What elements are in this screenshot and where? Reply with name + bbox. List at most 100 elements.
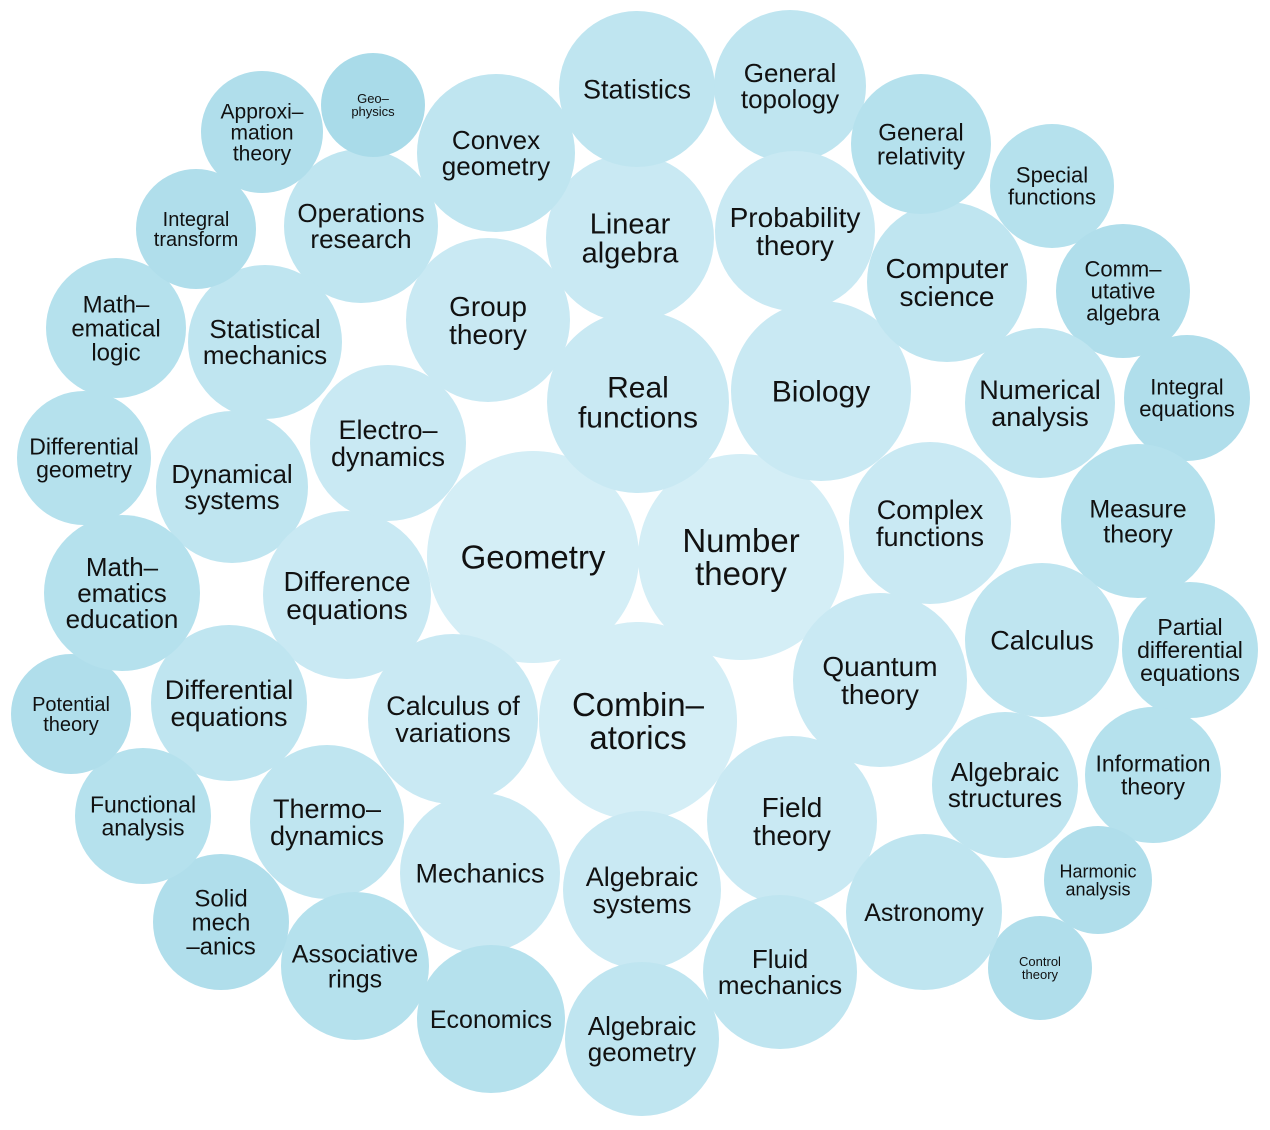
- bubble-label: Dynamical systems: [171, 459, 292, 515]
- bubble-label-line: utative: [1091, 279, 1156, 304]
- bubble-label: Economics: [430, 1006, 552, 1034]
- bubble-approxi-mation-theory: Approxi– mation theory: [201, 71, 323, 193]
- bubble-label-line: –anics: [186, 933, 255, 960]
- bubble-astronomy: Astronomy: [846, 834, 1002, 990]
- bubble-label-line: functions: [1008, 185, 1096, 210]
- bubble-circle: [731, 301, 911, 481]
- bubble-circle: [539, 622, 737, 820]
- bubble-label-line: relativity: [877, 143, 965, 170]
- bubble-label-line: theory: [233, 142, 292, 165]
- bubble-label: Approxi– mation theory: [221, 100, 304, 165]
- bubble-label-line: Integral: [163, 209, 230, 231]
- bubble-circle: [565, 962, 719, 1116]
- bubble-label: Control theory: [1019, 954, 1061, 982]
- bubble-label-line: Quantum: [822, 651, 937, 682]
- bubble-circle: [151, 625, 307, 781]
- bubble-circle: [136, 169, 256, 289]
- bubble-label-line: Associative: [292, 940, 418, 968]
- bubble-label-line: ematical: [71, 315, 160, 342]
- bubble-label-line: Functional: [90, 792, 196, 818]
- bubble-label-line: dynamics: [270, 821, 384, 851]
- bubble-label-line: rings: [328, 965, 382, 993]
- bubble-label-line: ematics: [77, 578, 167, 608]
- bubble-geo-physics: Geo– physics: [321, 53, 425, 157]
- bubble-math-ematical-logic: Math– ematical logic: [46, 258, 186, 398]
- bubble-number-theory: Number theory: [638, 454, 844, 660]
- bubble-label-line: Field: [762, 792, 823, 823]
- bubble-label-line: mechanics: [203, 340, 327, 370]
- bubble-circle: [17, 391, 151, 525]
- bubble-label: Statistics: [583, 74, 691, 104]
- bubble-label: Quantum theory: [822, 651, 937, 710]
- bubble-algebraic-structures: Algebraic structures: [932, 712, 1078, 858]
- bubble-label: Associative rings: [292, 940, 418, 993]
- bubble-label-line: Geometry: [461, 539, 606, 576]
- bubble-label: Field theory: [753, 792, 831, 851]
- bubble-label-line: Group: [449, 291, 527, 322]
- bubble-real-functions: Real functions: [547, 311, 729, 493]
- bubble-label-line: algebra: [1086, 301, 1160, 326]
- bubble-label-line: topology: [741, 84, 839, 114]
- bubble-label-line: dynamics: [331, 442, 445, 472]
- bubble-label-line: Fluid: [752, 944, 808, 974]
- bubble-label-line: mech: [192, 909, 251, 936]
- bubble-measure-theory: Measure theory: [1061, 444, 1215, 598]
- bubble-label-line: analysis: [991, 402, 1089, 432]
- bubble-circle: [156, 411, 308, 563]
- bubble-label-line: Special: [1016, 163, 1088, 188]
- bubble-label-line: Differential: [165, 675, 294, 705]
- bubble-label: Fluid mechanics: [718, 944, 842, 1000]
- bubble-label-line: geometry: [36, 457, 132, 483]
- bubble-label-line: Harmonic: [1059, 861, 1136, 881]
- bubble-label-line: theory: [753, 820, 831, 851]
- bubble-label-line: equations: [1140, 660, 1240, 686]
- bubble-circle: [638, 454, 844, 660]
- bubble-circle: [188, 265, 342, 419]
- bubble-label-line: geometry: [588, 1037, 696, 1067]
- bubble-label-line: theory: [1103, 520, 1173, 548]
- bubble-label: Algebraic systems: [586, 862, 699, 919]
- bubble-differential-geometry: Differential geometry: [17, 391, 151, 525]
- bubble-label: Integral transform: [154, 209, 238, 251]
- bubble-circle: [988, 916, 1092, 1020]
- bubble-label: Operations research: [297, 198, 424, 254]
- bubble-label-line: Algebraic: [586, 862, 699, 892]
- bubble-label-line: Mechanics: [415, 858, 544, 888]
- bubble-label-line: Dynamical: [171, 459, 292, 489]
- bubble-combin-atorics: Combin– atorics: [539, 622, 737, 820]
- bubble-label-line: Convex: [452, 125, 540, 155]
- bubble-harmonic-analysis: Harmonic analysis: [1044, 826, 1152, 934]
- bubble-group-theory: Group theory: [406, 238, 570, 402]
- bubble-label-line: Measure: [1089, 495, 1186, 523]
- bubble-label-line: theory: [43, 714, 99, 736]
- bubble-label: Special functions: [1008, 163, 1096, 210]
- bubble-label-line: physics: [351, 104, 395, 119]
- bubble-label-line: theory: [1022, 967, 1059, 982]
- bubble-label-line: Thermo–: [273, 794, 381, 824]
- bubble-circle: [714, 10, 866, 162]
- bubble-label-line: theory: [695, 555, 787, 592]
- bubble-circle: [547, 311, 729, 493]
- bubble-label-line: structures: [948, 783, 1062, 813]
- bubble-label-line: theory: [841, 679, 919, 710]
- bubble-circle: [201, 71, 323, 193]
- bubble-linear-algebra: Linear algebra: [546, 154, 714, 322]
- bubble-field-theory: Field theory: [707, 736, 877, 906]
- bubble-label: Differential equations: [165, 675, 294, 732]
- bubble-label-line: systems: [184, 485, 279, 515]
- bubble-label-line: geometry: [442, 151, 550, 181]
- bubble-label-line: algebra: [582, 238, 680, 270]
- bubble-label: Comm– utative algebra: [1084, 257, 1162, 326]
- bubble-label: Algebraic geometry: [588, 1011, 696, 1067]
- bubble-label-line: Statistics: [583, 74, 691, 104]
- bubble-label-line: variations: [395, 718, 511, 748]
- bubble-comm-utative-algebra: Comm– utative algebra: [1056, 224, 1190, 358]
- bubble-label: Potential theory: [32, 694, 110, 736]
- bubble-label-line: theory: [756, 230, 834, 261]
- bubble-solid-mech-anics: Solid mech –anics: [153, 854, 289, 990]
- bubble-label: Combin– atorics: [572, 686, 705, 756]
- bubble-label: General topology: [741, 58, 839, 114]
- bubble-label-line: systems: [592, 889, 691, 919]
- bubble-label: Statistical mechanics: [203, 314, 327, 370]
